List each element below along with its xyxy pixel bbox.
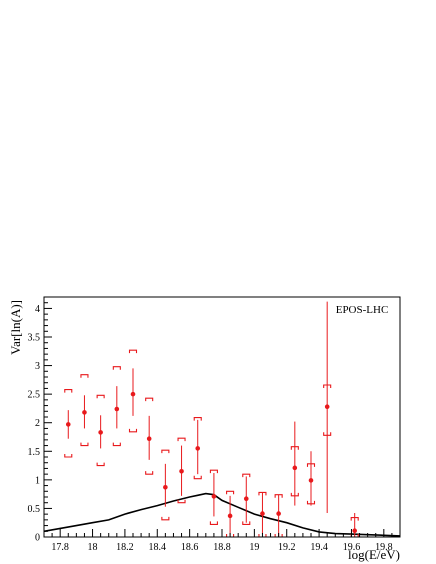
sys-error-low-bracket — [209, 521, 218, 525]
data-point-group — [64, 389, 73, 458]
sys-error-high-bracket — [274, 494, 283, 498]
sys-error-low-bracket — [193, 475, 202, 480]
sys-error-high-bracket — [242, 473, 251, 478]
sys-error-low-bracket — [145, 471, 154, 475]
sys-error-high-bracket — [306, 463, 316, 467]
y-tick-label: 2.5 — [28, 390, 41, 401]
data-point — [308, 478, 314, 483]
y-tick-label: 4 — [35, 304, 40, 315]
sys-error-high-bracket — [258, 491, 267, 496]
data-point — [227, 513, 233, 519]
data-point-group — [80, 374, 89, 447]
x-tick-label: 19.2 — [278, 542, 296, 553]
data-point-group — [323, 301, 332, 513]
sys-error-high-bracket — [226, 490, 235, 495]
data-point-group — [128, 349, 138, 433]
data-point-group — [242, 473, 251, 525]
x-tick-label: 19.6 — [343, 542, 361, 553]
axes: 17.8 18 18.2 18.4 18.6 18.8 19 19.2 19.4 19.6 19.8… — [28, 296, 401, 553]
sys-error-low-bracket — [96, 462, 105, 467]
data-point — [243, 496, 249, 502]
sys-error-high-bracket — [193, 417, 202, 421]
sys-error-high-bracket — [161, 449, 170, 454]
data-points-layer — [64, 301, 359, 538]
data-point — [292, 465, 298, 471]
sys-error-low-bracket — [306, 500, 316, 505]
sys-error-high-bracket — [177, 437, 186, 442]
data-point — [98, 430, 103, 435]
sys-error-high-bracket — [80, 374, 89, 378]
sys-error-low-bracket — [128, 428, 138, 433]
data-point — [211, 494, 217, 499]
data-point — [195, 446, 201, 451]
data-point — [260, 511, 265, 516]
sys-error-high-bracket — [290, 446, 299, 450]
data-point — [130, 391, 136, 397]
data-point-group — [290, 421, 299, 506]
data-point — [179, 468, 184, 474]
sys-error-low-bracket — [290, 492, 299, 497]
x-tick-label: 18 — [88, 542, 98, 553]
data-point — [114, 406, 120, 412]
sys-error-high-bracket — [64, 389, 73, 393]
x-axis-label: log(E/eV) — [348, 547, 400, 562]
y-tick-label: 1 — [35, 475, 40, 486]
y-tick-label: 3.5 — [28, 333, 41, 344]
sys-error-low-bracket — [177, 499, 186, 504]
y-tick-label: 0 — [35, 533, 40, 544]
y-tick-label: 0.5 — [28, 504, 41, 515]
data-point-group — [145, 397, 154, 475]
data-point — [276, 511, 281, 516]
y-tick-label: 1.5 — [28, 447, 41, 458]
x-tick-label: 18.2 — [116, 542, 134, 553]
data-point-group — [306, 451, 316, 506]
sys-error-high-bracket — [145, 397, 154, 402]
data-point — [352, 528, 357, 534]
y-tick-label: 2 — [35, 418, 40, 429]
y-tick-label: 3 — [35, 361, 40, 372]
sys-error-high-bracket — [350, 517, 359, 521]
sys-error-high-bracket — [128, 349, 138, 354]
data-point-group — [161, 449, 170, 521]
data-point-group — [177, 437, 186, 504]
sys-error-high-bracket — [112, 366, 121, 370]
sys-error-low-bracket — [242, 521, 251, 525]
x-tick-label: 17.8 — [51, 542, 69, 553]
sys-error-low-bracket — [161, 516, 170, 521]
sys-error-low-bracket — [112, 442, 121, 447]
data-point — [163, 484, 168, 490]
sys-error-high-bracket — [323, 384, 332, 388]
data-point-group — [209, 469, 218, 525]
data-point-group — [96, 394, 105, 467]
x-tick-label: 19.4 — [310, 542, 328, 553]
x-tick-label: 19.8 — [375, 542, 393, 553]
sys-error-low-bracket — [323, 432, 332, 436]
data-point-group — [112, 366, 121, 447]
data-point — [65, 422, 71, 427]
x-tick-label: 18.6 — [181, 542, 199, 553]
sys-error-low-bracket — [64, 454, 73, 458]
data-point — [324, 404, 330, 410]
sys-error-high-bracket — [96, 394, 105, 399]
sys-error-high-bracket — [209, 469, 218, 474]
x-tick-label: 19 — [249, 542, 259, 553]
data-point — [146, 436, 152, 442]
x-tick-label: 18.4 — [149, 542, 167, 553]
data-point-group — [193, 417, 202, 480]
data-point — [82, 410, 87, 415]
legend-label: EPOS-LHC — [336, 304, 389, 316]
y-axis-label: Var[ln(A)] — [8, 300, 23, 355]
data-point-group — [258, 491, 267, 538]
x-tick-label: 18.8 — [213, 542, 231, 553]
sys-error-low-bracket — [80, 442, 89, 447]
